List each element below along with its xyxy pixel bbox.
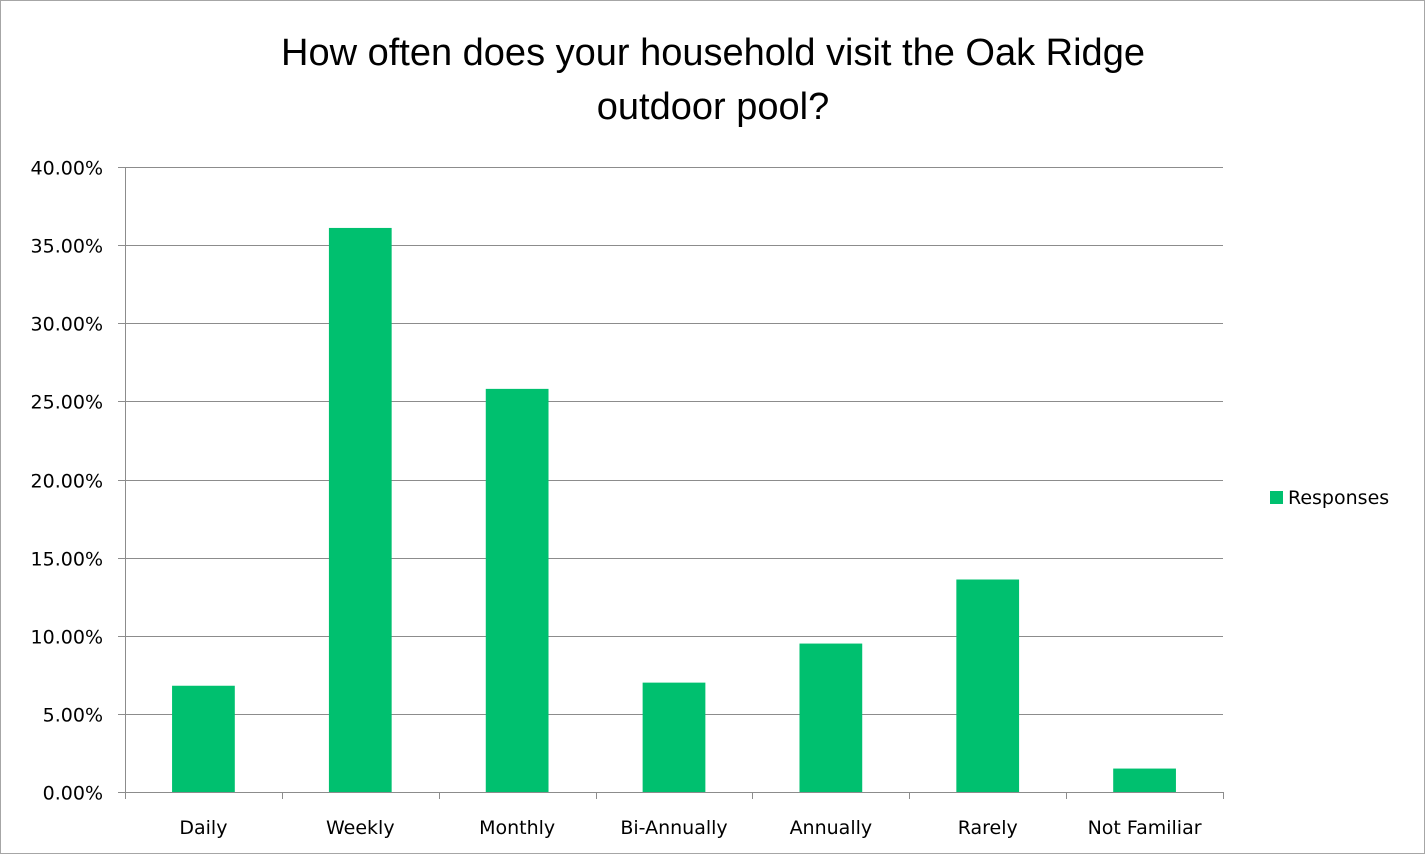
- y-axis-tick-label: 30.00%: [31, 314, 103, 336]
- y-axis-tick-label: 5.00%: [43, 705, 103, 727]
- chart-title-line-1: How often does your household visit the …: [281, 32, 1145, 74]
- bar-weekly: [328, 227, 392, 792]
- bars: [172, 227, 1176, 792]
- bar-rarely: [956, 579, 1020, 792]
- x-axis-tick-label: Daily: [179, 817, 227, 839]
- bar-not-familiar: [1113, 768, 1176, 792]
- x-axis-tick-label: Not Familiar: [1088, 817, 1202, 839]
- y-axis-tick-label: 25.00%: [31, 392, 103, 414]
- chart-title-line-2: outdoor pool?: [597, 86, 829, 128]
- x-axis-tick-label: Bi-Annually: [620, 817, 727, 839]
- x-axis-tick-label: Rarely: [958, 817, 1018, 839]
- axes: [125, 167, 1224, 799]
- gridlines: [118, 167, 1223, 793]
- y-axis-tick-labels: 0.00% 5.00% 10.00% 15.00% 20.00% 25.00% 30.00%…: [31, 158, 103, 805]
- y-axis-tick-label: 0.00%: [43, 783, 103, 805]
- bar-daily: [172, 685, 235, 792]
- legend-swatch-responses: [1270, 491, 1283, 504]
- x-axis-tick-label: Weekly: [326, 817, 395, 839]
- legend: Responses: [1270, 487, 1389, 509]
- x-axis-tick-labels: Daily Weekly Monthly Bi-Annually Annually Rar…: [179, 817, 1201, 839]
- x-axis-tick-label: Annually: [790, 817, 873, 839]
- x-axis-tick-label: Monthly: [479, 817, 555, 839]
- legend-label-responses: Responses: [1288, 487, 1389, 509]
- y-axis-tick-label: 35.00%: [31, 236, 103, 258]
- y-axis-tick-label: 40.00%: [31, 158, 103, 180]
- bar-monthly: [485, 388, 549, 792]
- chart-title: How often does your household visit the …: [281, 32, 1145, 128]
- y-axis-tick-label: 20.00%: [31, 471, 103, 493]
- y-axis-tick-label: 10.00%: [31, 627, 103, 649]
- bar-annually: [799, 643, 863, 792]
- y-axis-tick-label: 15.00%: [31, 549, 103, 571]
- bar-bi-annually: [642, 682, 706, 792]
